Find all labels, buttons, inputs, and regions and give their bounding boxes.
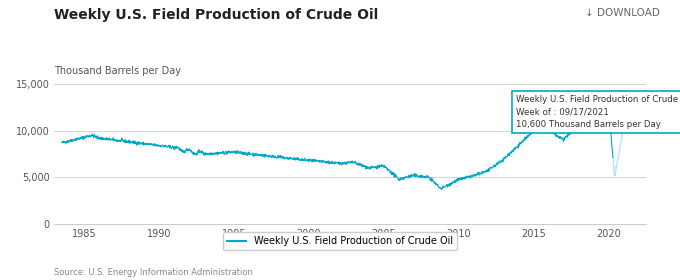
Text: Source: U.S. Energy Information Administration: Source: U.S. Energy Information Administ… bbox=[54, 268, 253, 277]
Text: ↓ DOWNLOAD: ↓ DOWNLOAD bbox=[585, 8, 660, 18]
Text: Weekly U.S. Field Production of Crude Oil: Weekly U.S. Field Production of Crude Oi… bbox=[54, 8, 379, 22]
Text: Weekly U.S. Field Production of Crude Oil
Week of : 09/17/2021
10,600 Thousand B: Weekly U.S. Field Production of Crude Oi… bbox=[515, 95, 680, 129]
Text: Thousand Barrels per Day: Thousand Barrels per Day bbox=[54, 66, 182, 76]
Legend: Weekly U.S. Field Production of Crude Oil: Weekly U.S. Field Production of Crude Oi… bbox=[223, 232, 457, 250]
